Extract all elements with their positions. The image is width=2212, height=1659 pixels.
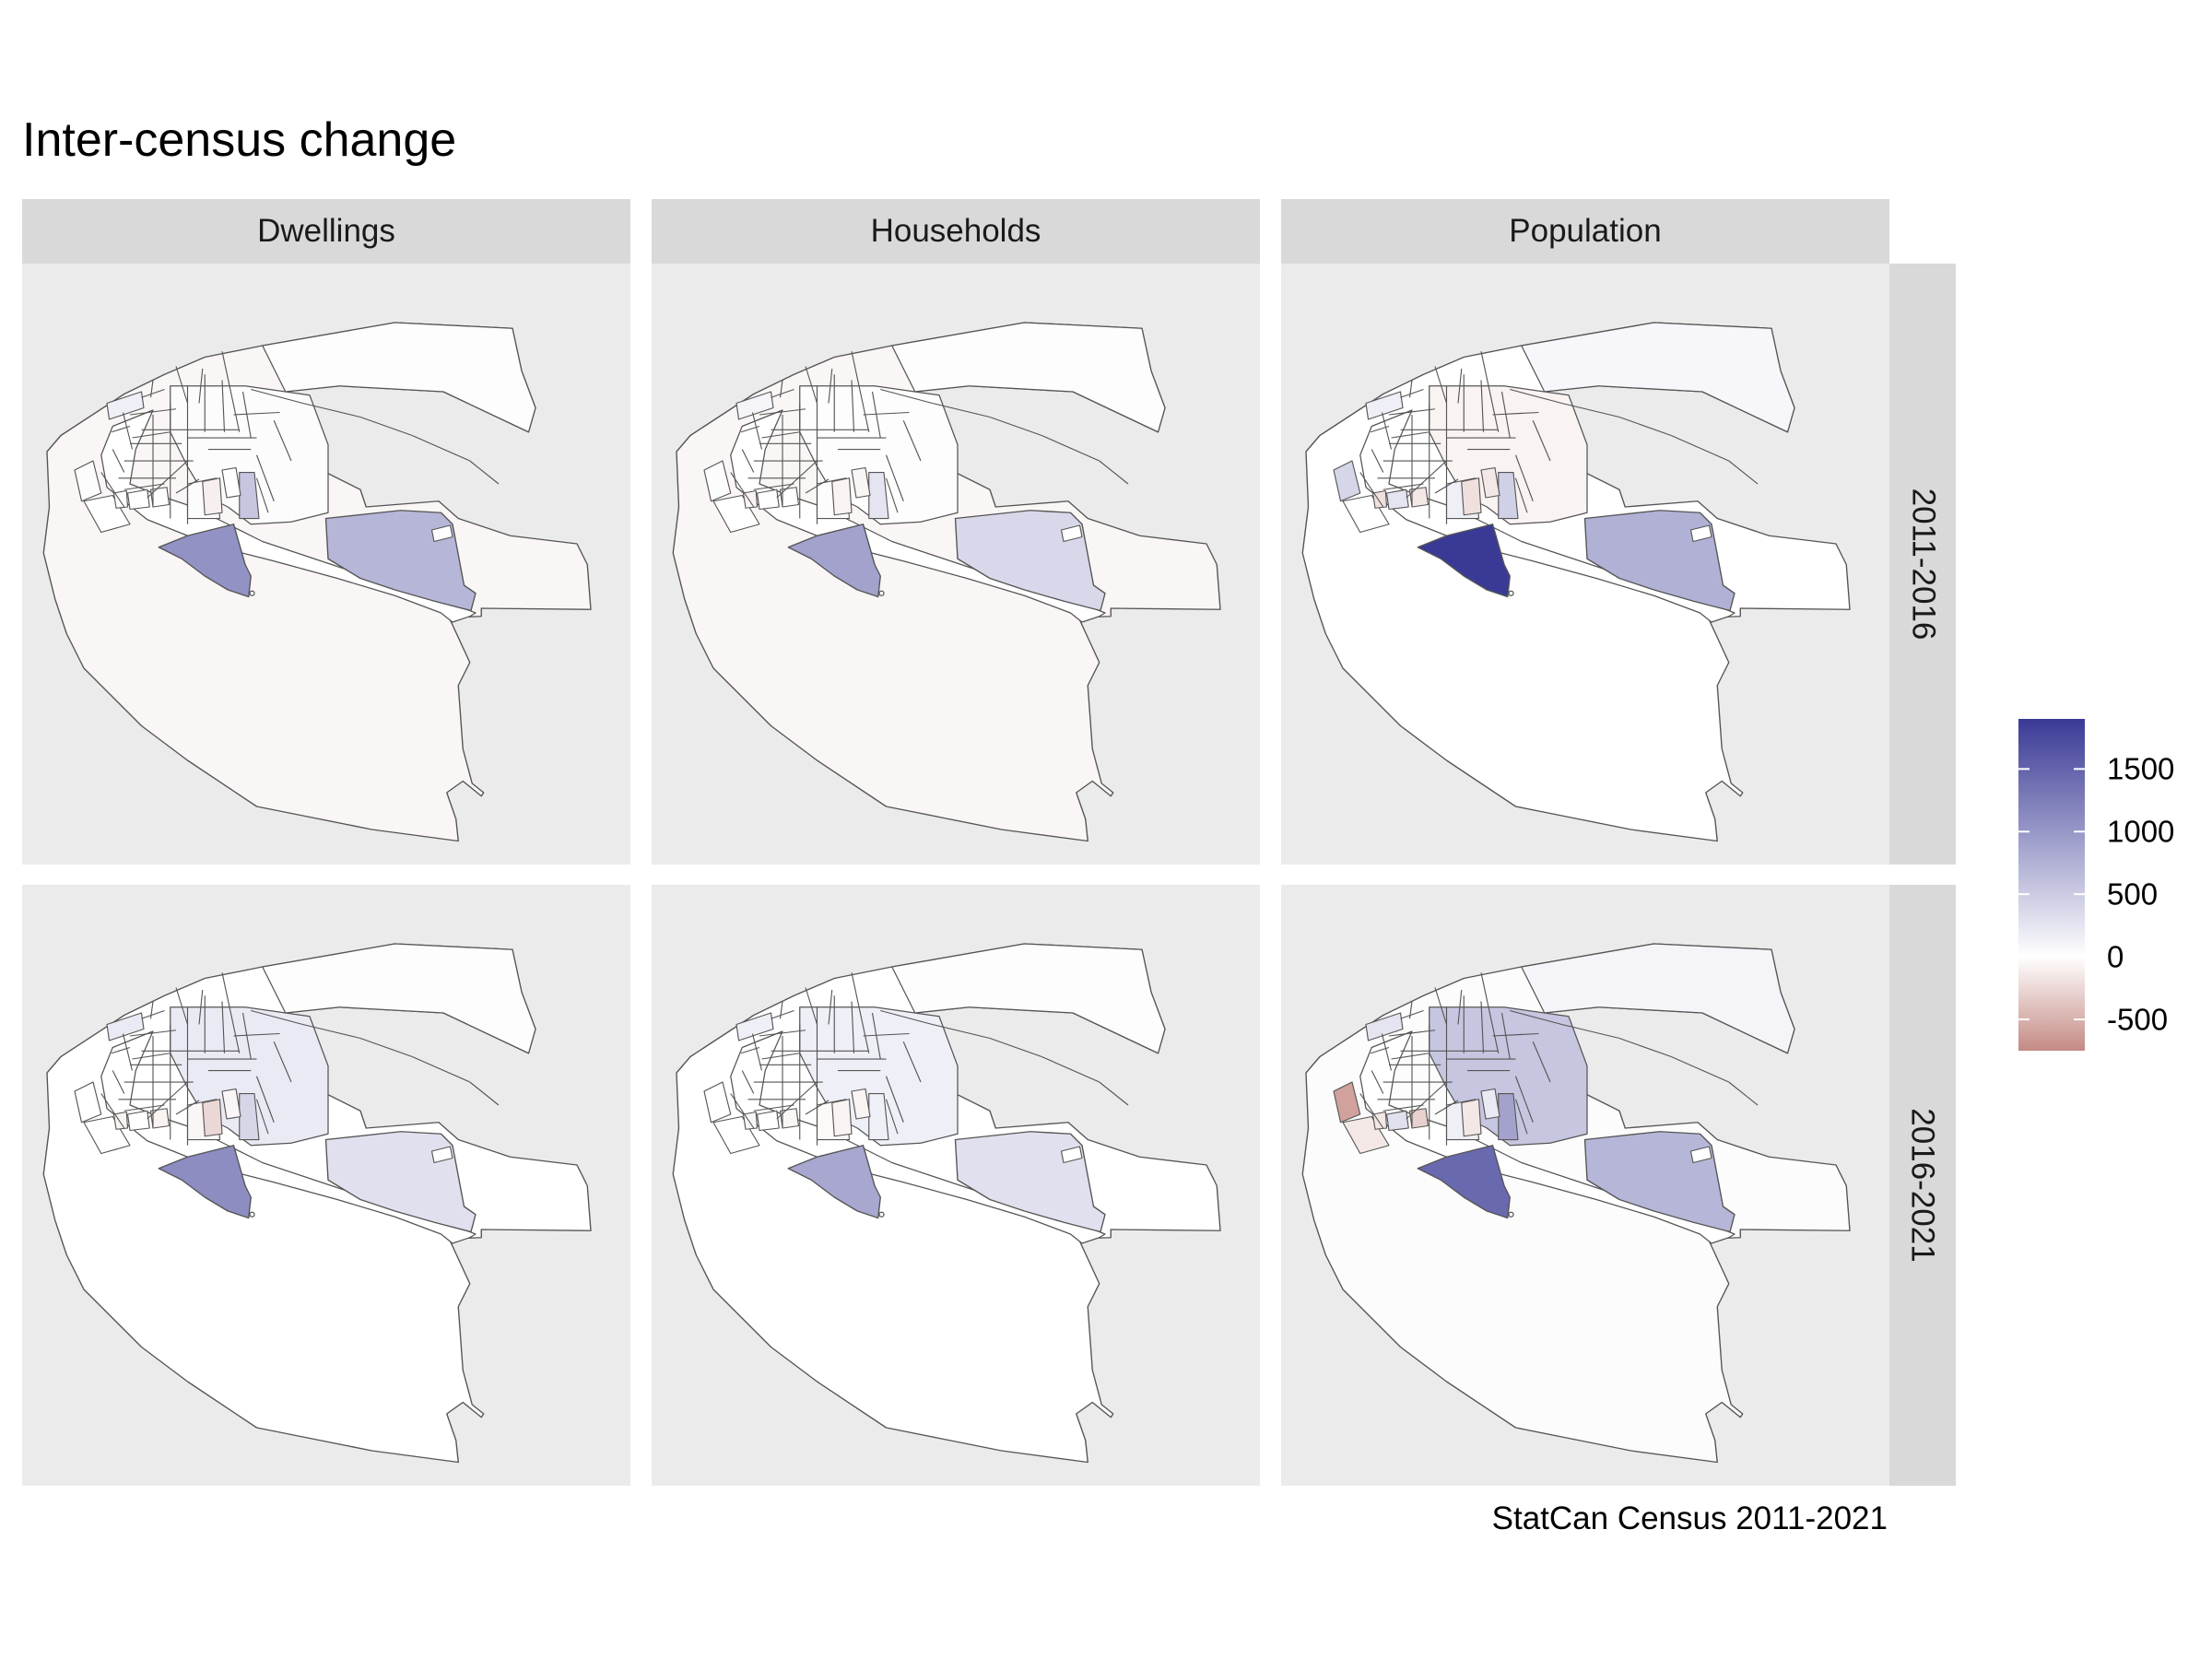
choropleth-map: [42, 943, 592, 1464]
facet-strip-2016-2021: 2016-2021: [1889, 885, 1956, 1486]
map-panel-households-2011-2016: [652, 264, 1260, 865]
map-panel-households-2016-2021: [652, 885, 1260, 1486]
facet-strip-households: Households: [652, 199, 1260, 264]
legend-label-1000: 1000: [2107, 814, 2175, 849]
choropleth-map: [42, 322, 592, 842]
legend-label-1500: 1500: [2107, 751, 2175, 786]
facet-strip-2011-2016: 2011-2016: [1889, 264, 1956, 865]
choropleth-map: [672, 943, 1221, 1464]
map-panel-population-2011-2016: [1281, 264, 1889, 865]
facet-strip-2011-2016-label: 2011-2016: [1905, 488, 1941, 641]
facet-strip-dwellings: Dwellings: [22, 199, 630, 264]
legend-label-minus-500: -500: [2107, 1002, 2169, 1037]
map-panel-dwellings-2011-2016: [22, 264, 630, 865]
legend-label-0: 0: [2107, 939, 2124, 974]
facet-strip-2016-2021-label: 2016-2021: [1905, 1108, 1942, 1263]
map-panel-dwellings-2016-2021: [22, 885, 630, 1486]
chart-title: Inter-census change: [22, 113, 457, 167]
source-caption: StatCan Census 2011-2021: [1491, 1500, 1888, 1536]
legend-color-bar: [2018, 719, 2085, 1051]
legend-label-500: 500: [2107, 877, 2159, 912]
choropleth-map: [1301, 943, 1851, 1464]
choropleth-map: [672, 322, 1221, 842]
facet-strip-population: Population: [1281, 199, 1889, 264]
choropleth-map: [1301, 322, 1851, 842]
map-panel-population-2016-2021: [1281, 885, 1889, 1486]
